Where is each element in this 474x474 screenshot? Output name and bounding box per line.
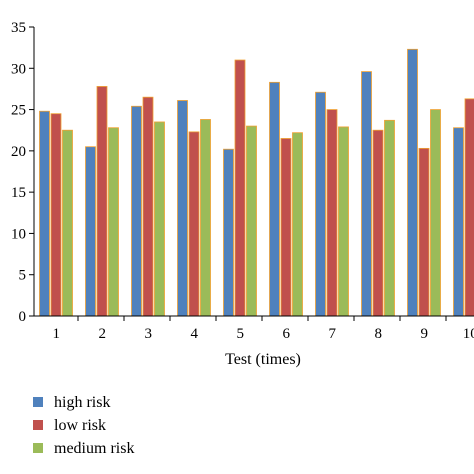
x-tick-label: 6 bbox=[283, 326, 291, 342]
bar-low-risk-7 bbox=[326, 109, 338, 317]
legend-label-low-risk: low risk bbox=[54, 417, 106, 434]
x-tick-label: 9 bbox=[421, 326, 429, 342]
bar-medium-risk-4 bbox=[200, 119, 211, 317]
y-tick-label: 15 bbox=[11, 185, 26, 201]
bar-medium-risk-7 bbox=[338, 126, 349, 317]
bar-low-risk-2 bbox=[96, 86, 108, 317]
bar-low-risk-1 bbox=[50, 113, 62, 317]
y-tick-label: 5 bbox=[19, 268, 27, 284]
x-tick-label: 2 bbox=[99, 326, 107, 342]
y-tick-label: 0 bbox=[19, 309, 27, 325]
legend-label-medium-risk: medium risk bbox=[54, 440, 134, 457]
x-tick-label: 5 bbox=[237, 326, 245, 342]
x-tick-label: 7 bbox=[329, 326, 337, 342]
bar-medium-risk-6 bbox=[292, 132, 303, 317]
y-tick-label: 10 bbox=[11, 226, 26, 242]
bar-high-risk-10 bbox=[453, 127, 464, 317]
axes: 0 5 10 15 20 25 30 35 1 2 3 4 5 6 7 8 9 10 bbox=[11, 20, 474, 342]
bar-high-risk-1 bbox=[39, 110, 50, 317]
legend-swatch-low-risk bbox=[33, 420, 43, 430]
x-tick-label: 8 bbox=[375, 326, 383, 342]
y-tick-label: 30 bbox=[11, 61, 26, 77]
legend: high risk low risk medium risk bbox=[33, 394, 134, 457]
x-tick-label: 10 bbox=[463, 326, 474, 342]
y-tick-label: 35 bbox=[11, 20, 26, 36]
x-axis-title: Test (times) bbox=[225, 351, 301, 368]
bar-low-risk-6 bbox=[280, 138, 292, 317]
bar-medium-risk-2 bbox=[108, 127, 119, 317]
bar-high-risk-2 bbox=[85, 146, 96, 317]
legend-label-high-risk: high risk bbox=[54, 394, 110, 411]
bar-medium-risk-3 bbox=[154, 121, 165, 317]
plot-area bbox=[39, 48, 474, 317]
bar-high-risk-5 bbox=[223, 148, 234, 317]
bar-high-risk-8 bbox=[361, 71, 372, 317]
bar-low-risk-3 bbox=[142, 96, 154, 317]
bar-medium-risk-1 bbox=[62, 129, 73, 317]
bar-low-risk-5 bbox=[234, 59, 246, 317]
bar-medium-risk-9 bbox=[430, 109, 441, 317]
bar-low-risk-10 bbox=[464, 98, 474, 317]
bar-high-risk-3 bbox=[131, 105, 142, 317]
y-tick-label: 20 bbox=[11, 144, 26, 160]
x-tick-label: 4 bbox=[191, 326, 199, 342]
bar-medium-risk-8 bbox=[384, 119, 395, 317]
bar-high-risk-9 bbox=[407, 48, 418, 317]
bar-medium-risk-5 bbox=[246, 125, 257, 317]
x-tick-label: 3 bbox=[145, 326, 153, 342]
legend-swatch-medium-risk bbox=[33, 443, 43, 453]
bar-low-risk-8 bbox=[372, 129, 384, 317]
bar-high-risk-7 bbox=[315, 91, 326, 317]
x-tick-label: 1 bbox=[53, 326, 61, 342]
bar-low-risk-4 bbox=[188, 131, 200, 317]
bar-high-risk-4 bbox=[177, 100, 188, 317]
bar-high-risk-6 bbox=[269, 81, 280, 317]
bar-low-risk-9 bbox=[418, 147, 430, 317]
y-tick-label: 25 bbox=[11, 103, 26, 119]
legend-swatch-high-risk bbox=[33, 397, 43, 407]
